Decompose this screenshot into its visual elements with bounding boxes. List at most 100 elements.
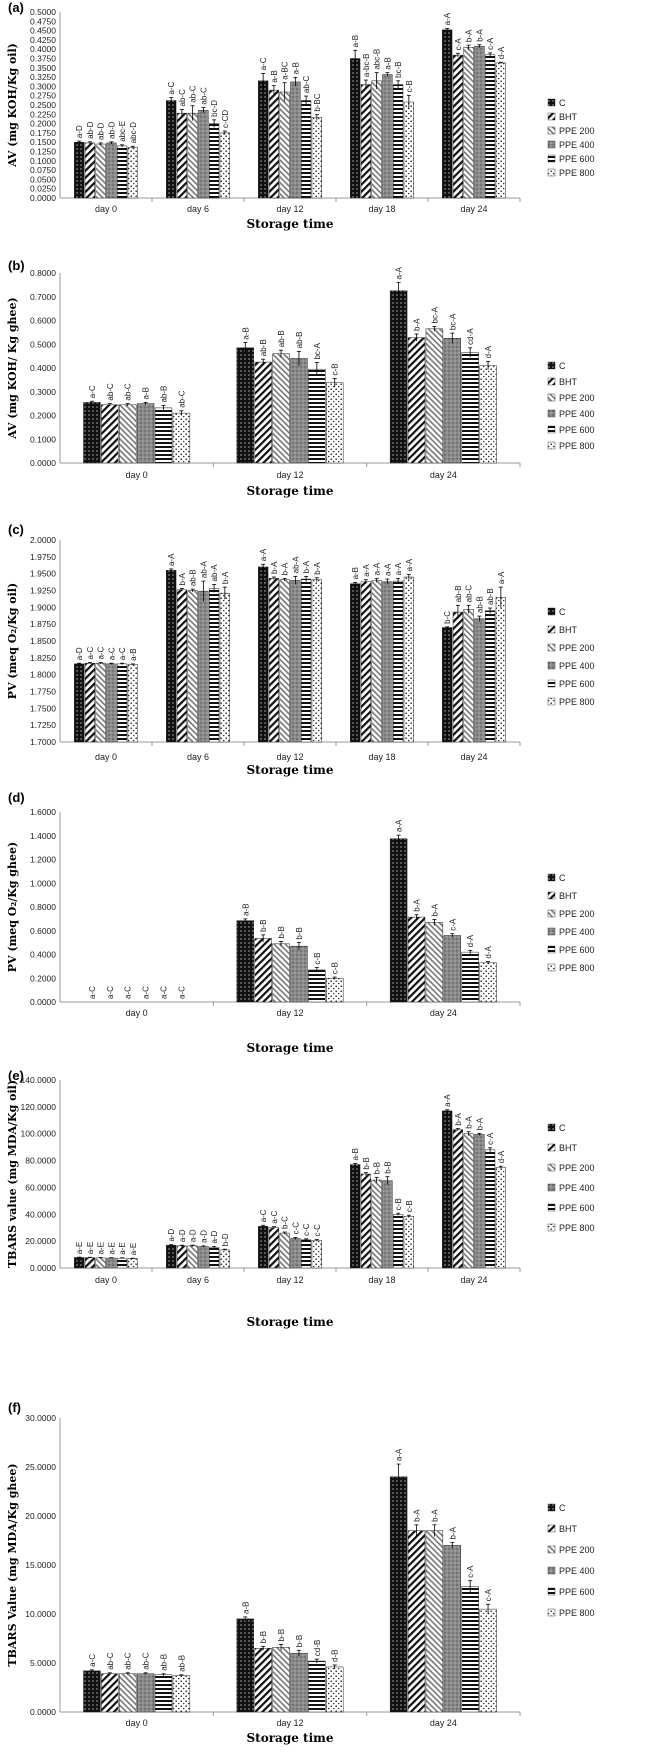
significance-label: a-D (199, 1230, 208, 1243)
y-tick-label: 5.0000 (30, 1658, 56, 1668)
bar (425, 328, 444, 464)
bar (219, 592, 230, 743)
bar (461, 352, 479, 464)
y-tick-label: 80.0000 (25, 1156, 56, 1166)
legend-swatch (547, 945, 556, 954)
significance-label: a-A (395, 819, 404, 832)
bar (127, 1258, 138, 1269)
legend-label: PPE 600 (559, 679, 595, 689)
x-axis-title: Storage time (247, 763, 334, 777)
significance-label: a-B (142, 387, 151, 399)
legend-swatch (547, 112, 556, 121)
bar (350, 1164, 361, 1269)
bar (258, 1226, 269, 1269)
bar (392, 580, 404, 743)
significance-label: a-A (443, 12, 452, 25)
y-tick-label: 1.8000 (30, 670, 56, 680)
legend-swatch (547, 697, 556, 706)
legend-label: BHT (559, 1143, 578, 1153)
bar (254, 1648, 272, 1713)
legend-swatch (547, 891, 556, 900)
bar (484, 1149, 496, 1269)
legend-label: PPE 400 (559, 1183, 595, 1193)
bar (474, 1134, 485, 1269)
bar (95, 662, 106, 743)
significance-label: a-A (405, 558, 414, 571)
bar (116, 663, 128, 743)
legend-label: BHT (559, 625, 578, 635)
y-tick-label: 0.2500 (30, 100, 56, 110)
significance-label: a-B (270, 70, 279, 82)
bar (495, 596, 506, 743)
bar (198, 109, 209, 199)
chart-panel-e: (e) 0.0000 20.0000 40.0000 60.0000 80.0000 10… (0, 1068, 661, 1340)
bar (290, 580, 301, 743)
legend-swatch (547, 607, 556, 616)
significance-label: b-A (270, 561, 279, 574)
legend-label: BHT (559, 891, 578, 901)
significance-label: a-bc-B (362, 54, 371, 78)
bar (371, 580, 382, 743)
legend-swatch (547, 425, 556, 434)
bar (442, 627, 453, 743)
significance-label: ab-C (465, 585, 474, 603)
significance-label: b-A (178, 572, 187, 585)
significance-label: ab-D (97, 122, 106, 140)
significance-label: ab-B (277, 330, 286, 347)
significance-label: b-A (475, 29, 484, 42)
legend-label: PPE 600 (559, 945, 595, 955)
significance-label: cd-A (466, 328, 475, 345)
bar (101, 1673, 119, 1713)
y-tick-label: 1.8250 (30, 653, 56, 663)
y-tick-label: 40.0000 (25, 1209, 56, 1219)
y-tick-label: 0.3000 (30, 387, 56, 397)
legend-label: C (559, 98, 566, 108)
y-tick-label: 0.6000 (30, 316, 56, 326)
significance-label: c-C (302, 1223, 311, 1236)
legend-swatch (547, 1566, 556, 1575)
y-tick-label: 0.1000 (30, 156, 56, 166)
bar (95, 143, 106, 199)
significance-label: ab-B (486, 588, 495, 605)
legend-label: PPE 200 (559, 643, 595, 653)
bar (452, 611, 464, 743)
significance-label: ab-D (107, 121, 116, 139)
significance-label: c-A (466, 1565, 475, 1578)
legend-label: BHT (559, 1524, 578, 1534)
bar (208, 588, 220, 743)
significance-label: a-A (395, 1448, 404, 1461)
significance-label: ab-A (210, 564, 219, 582)
significance-label: bc-A (448, 313, 457, 330)
significance-label: a-C (259, 57, 268, 70)
legend-swatch (547, 441, 556, 450)
bar (389, 838, 408, 1003)
significance-label: bc-D (210, 100, 219, 117)
significance-label: a-A (167, 553, 176, 566)
legend-label: BHT (559, 112, 578, 122)
bar (300, 100, 312, 199)
bar (290, 358, 308, 464)
bar (166, 1244, 177, 1269)
significance-label: abc-D (129, 122, 138, 144)
significance-label: ab-C (142, 1652, 151, 1670)
bar (463, 609, 474, 743)
significance-label: a-C (177, 986, 186, 999)
y-tick-label: 0.5000 (30, 339, 56, 349)
significance-label: a-A (395, 266, 404, 279)
legend-label: PPE 600 (559, 154, 595, 164)
bar (290, 1238, 301, 1269)
chart-panel-c: (c) 1.7000 1.7250 1.7500 1.7750 1.8000 1.8250… (0, 522, 661, 784)
legend-swatch (547, 927, 556, 936)
bar (371, 80, 382, 199)
legend-label: PPE 200 (559, 1545, 595, 1555)
x-axis-title: Storage time (247, 1315, 334, 1329)
significance-label: ab-C (178, 89, 187, 107)
category-label: day 6 (187, 1275, 209, 1285)
y-tick-label: 0.0000 (30, 997, 56, 1007)
y-tick-label: 0.6000 (30, 926, 56, 936)
significance-label: ab-C (177, 390, 186, 408)
x-axis-title: Storage time (247, 484, 334, 498)
significance-label: a-D (178, 1229, 187, 1242)
bar (166, 570, 177, 743)
category-label: day 0 (95, 204, 117, 214)
